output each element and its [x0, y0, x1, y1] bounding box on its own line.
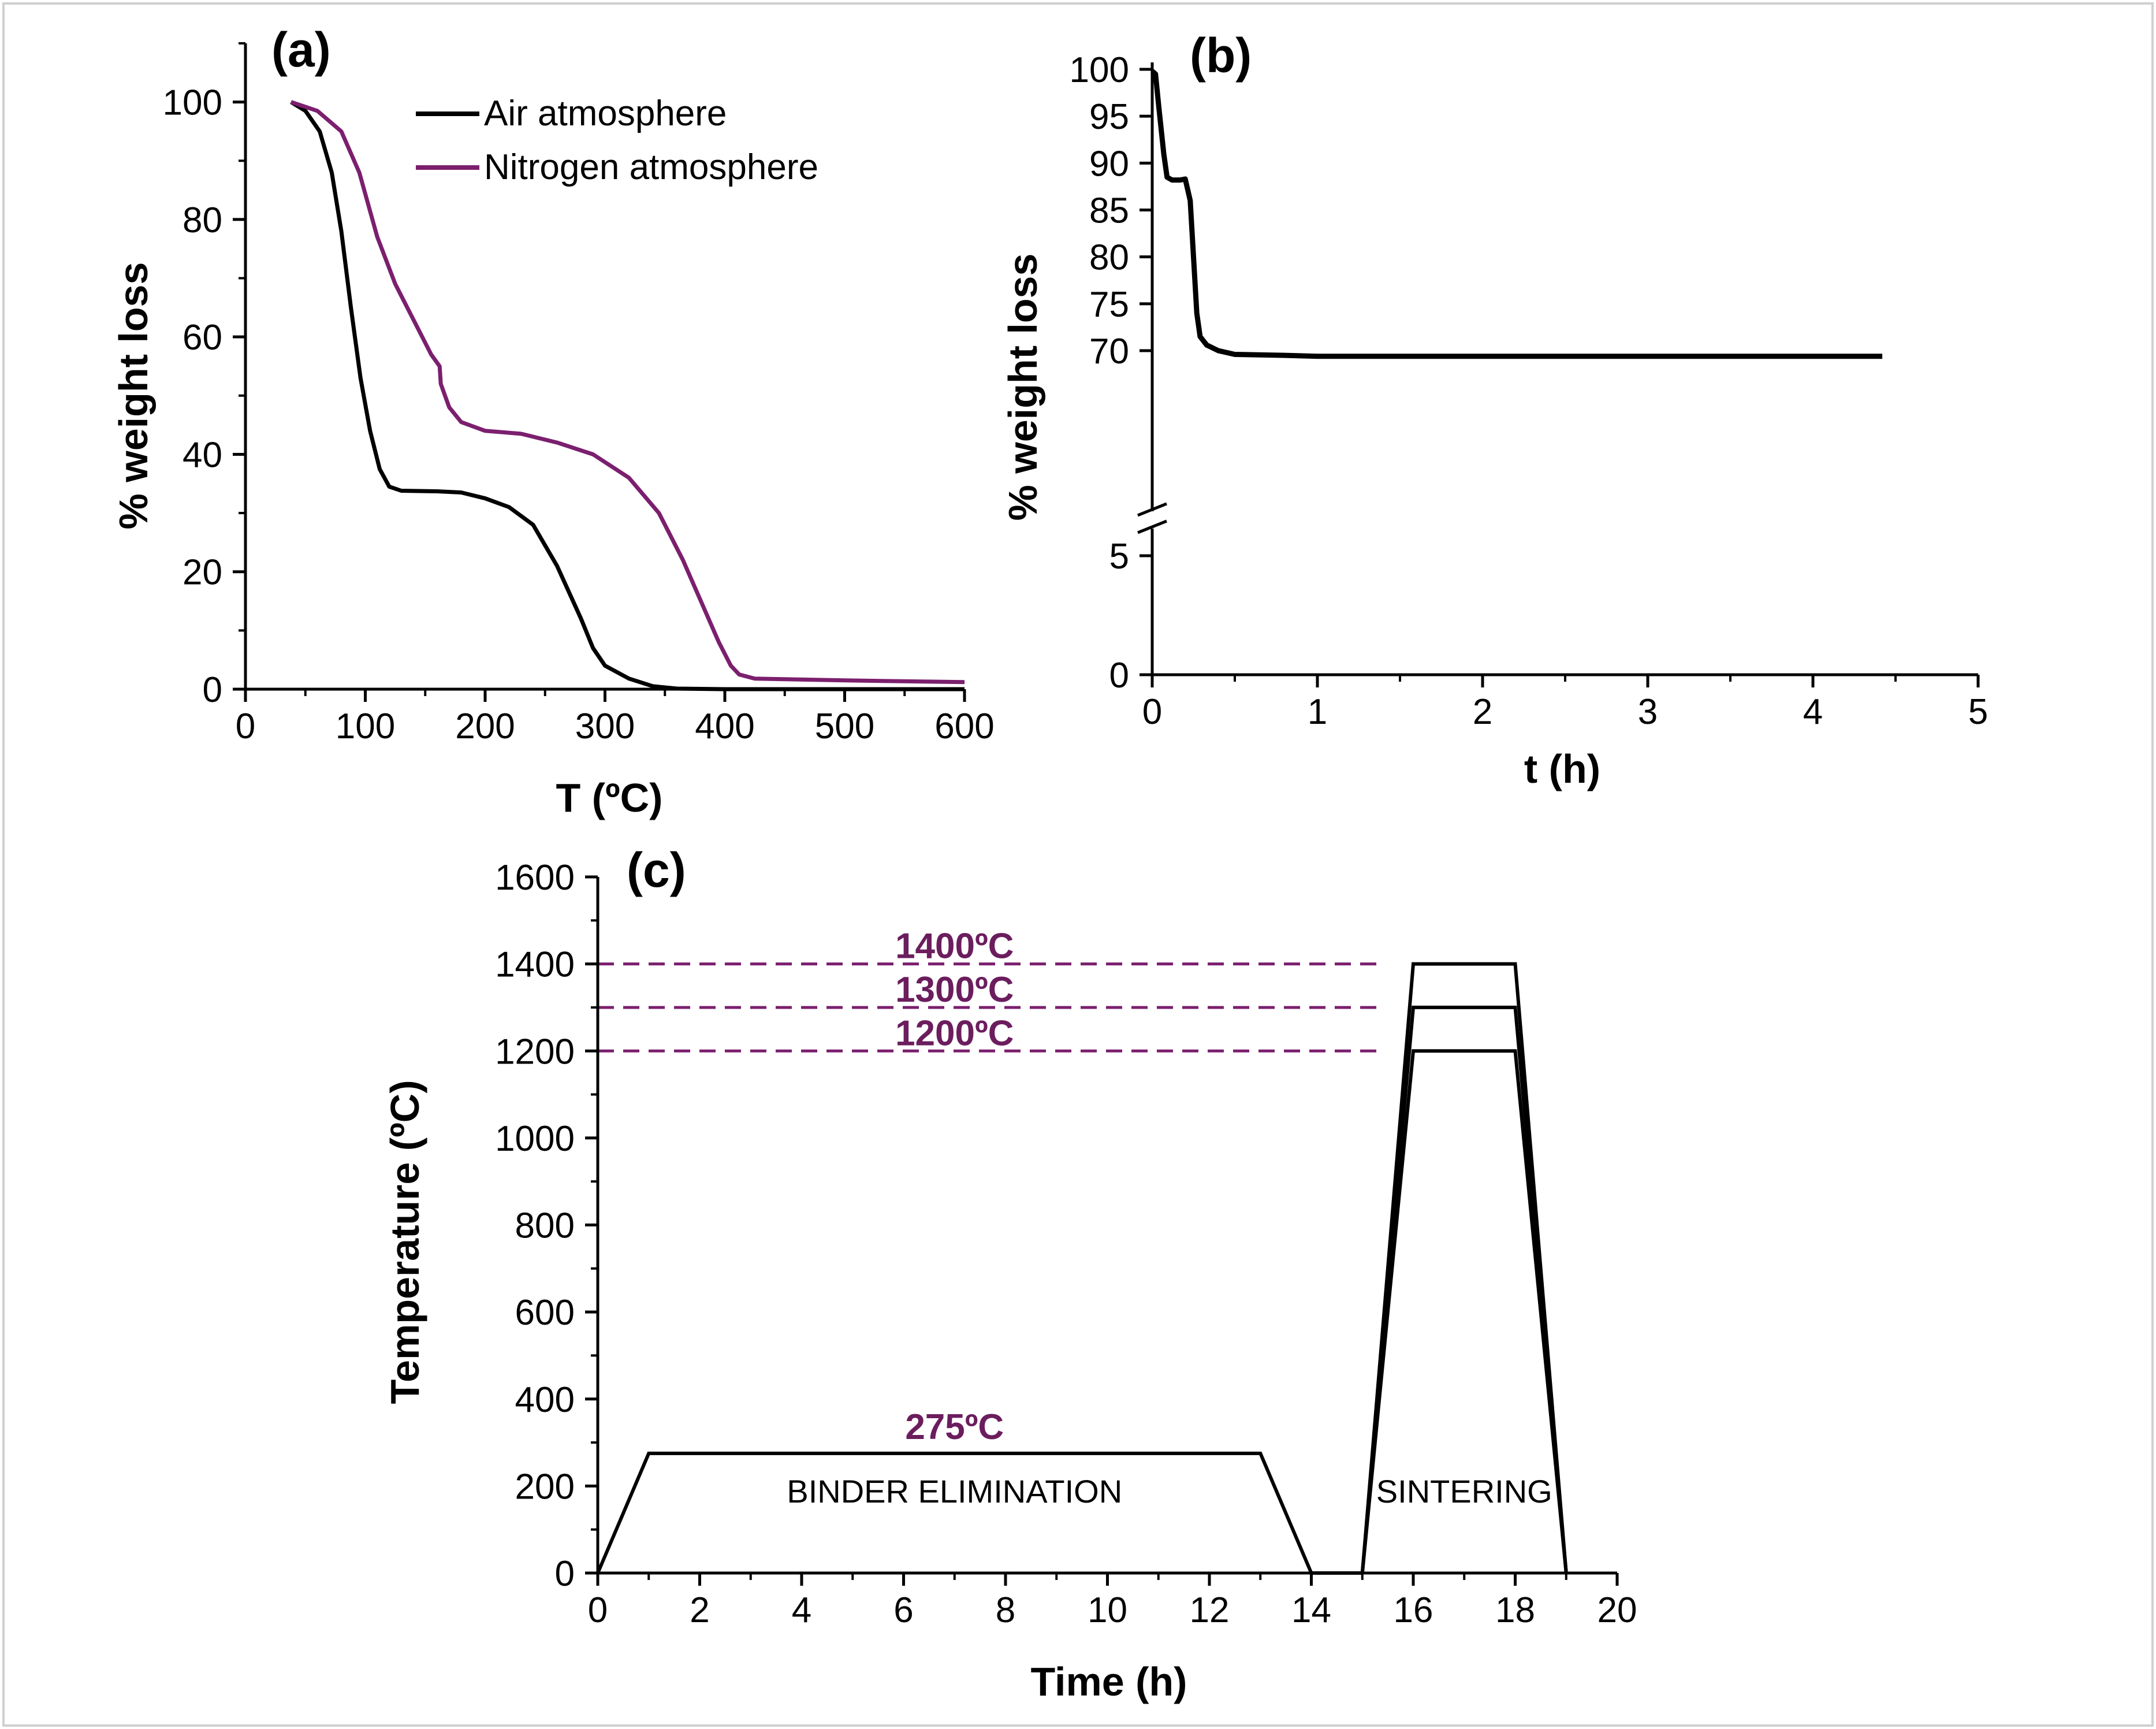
- panel-a-y-tick-label: 100: [163, 83, 222, 123]
- series-air-line: [290, 100, 965, 691]
- panel-b-y-tick-label: 100: [1070, 50, 1129, 90]
- panel-a-y-tick-label: 20: [183, 553, 222, 593]
- panel-a-x-tick-label: 300: [575, 707, 635, 746]
- panel-b-axis-break-mark: [1137, 502, 1167, 517]
- annotation-275-c: 275ºC: [905, 1407, 1004, 1447]
- panel-c-y-tick-label: 1600: [495, 858, 575, 898]
- panel-a-x-tick-label: 0: [236, 707, 255, 746]
- panel-b-x-tick-label: 5: [1968, 692, 1988, 732]
- panel-b-label: (b): [1190, 28, 1252, 83]
- panel-c-x-tick-label: 8: [996, 1590, 1015, 1630]
- panel-c-x-tick-label: 6: [893, 1590, 913, 1630]
- panel-b-y-axis-title: % weight loss: [1000, 254, 1045, 521]
- panel-b-x-axis-title: t (h): [1524, 746, 1600, 791]
- panel-a-x-tick-label: 400: [695, 707, 754, 746]
- series-sintering-profile-1: [1360, 1049, 1568, 1574]
- panel-c-label: (c): [627, 843, 686, 897]
- legend-label-nitrogen: Nitrogen atmosphere: [484, 147, 818, 187]
- panel-b-y-tick-label: 90: [1089, 144, 1129, 184]
- panel-c-y-tick-label: 200: [515, 1467, 575, 1507]
- panel-b-y-tick-label: 75: [1089, 285, 1129, 325]
- panel-c-x-tick-label: 14: [1291, 1590, 1331, 1630]
- panel-a-y-tick-label: 40: [183, 435, 222, 475]
- panel-a-x-tick-label: 500: [815, 707, 874, 746]
- annotation-sintering: SINTERING: [1376, 1473, 1552, 1509]
- panel-a-y-tick-label: 60: [183, 318, 222, 358]
- panel-a-y-tick-label: 80: [183, 200, 222, 240]
- series-sintering-profile-2: [1360, 1005, 1568, 1574]
- panel-b: 0 1 2 3 4 5 70 75 80 85 90 95 100 0 5 (b) t (h) % weig…: [1000, 28, 1988, 791]
- panel-c-y-tick-label: 1000: [495, 1119, 575, 1159]
- panel-a-x-tick-label: 100: [336, 707, 395, 746]
- panel-c-x-tick-label: 0: [588, 1590, 608, 1630]
- panel-b-axes: [1137, 62, 1978, 676]
- panel-c-x-axis-title: Time (h): [1031, 1659, 1187, 1704]
- panel-b-y-tick-label: 0: [1109, 656, 1129, 696]
- panel-a-x-axis-title: T (ºC): [556, 775, 663, 820]
- series-weight-loss-line: [1150, 69, 1883, 359]
- panel-c-y-tick-label: 400: [515, 1380, 575, 1420]
- panel-c-y-tick-label: 0: [555, 1554, 575, 1594]
- panel-c-x-tick-label: 16: [1394, 1590, 1433, 1630]
- panel-b-x-tick-label: 0: [1142, 692, 1162, 732]
- panel-a-x-tick-label: 600: [934, 707, 994, 746]
- panel-b-y-tick-label: 5: [1109, 537, 1129, 577]
- panel-b-x-tick-label: 3: [1638, 692, 1658, 732]
- reference-label-1300: 1300ºC: [895, 970, 1014, 1010]
- panel-c-y-tick-label: 600: [515, 1293, 575, 1333]
- panel-a-legend: Air atmosphere Nitrogen atmosphere: [416, 94, 818, 187]
- panel-c-x-tick-label: 10: [1088, 1590, 1127, 1630]
- panel-c-y-tick-label: 1200: [495, 1032, 575, 1072]
- reference-label-1400: 1400ºC: [895, 927, 1014, 966]
- panel-c-x-tick-label: 18: [1495, 1590, 1535, 1630]
- panel-c-x-tick-label: 20: [1598, 1590, 1637, 1630]
- series-binder-profile: [596, 1451, 1362, 1575]
- panel-c-x-tick-label: 2: [690, 1590, 709, 1630]
- panel-b-x-tick-label: 4: [1803, 692, 1823, 732]
- panel-a-label: (a): [271, 23, 331, 77]
- panel-c-x-tick-label: 4: [792, 1590, 811, 1630]
- panel-c-y-tick-label: 1400: [495, 945, 575, 985]
- panel-a: 0 100 200 300 400 500 600 0 20 40 60 80 100 (a) T (º…: [111, 23, 995, 820]
- panel-b-x-tick-label: 1: [1308, 692, 1327, 732]
- reference-label-1200: 1200ºC: [895, 1013, 1014, 1053]
- panel-c-axes: [596, 877, 1617, 1575]
- series-nitrogen-line: [290, 100, 965, 685]
- panel-c-y-tick-label: 800: [515, 1206, 575, 1246]
- panel-b-y-tick-label: 80: [1089, 238, 1129, 278]
- panel-c-y-axis-title: Temperature (ºC): [382, 1080, 427, 1404]
- panel-a-axes: [244, 43, 965, 691]
- panel-a-x-tick-label: 200: [455, 707, 515, 746]
- panel-c-x-tick-label: 12: [1190, 1590, 1230, 1630]
- panel-a-y-axis-title: % weight loss: [111, 262, 156, 530]
- panel-a-y-tick-label: 0: [203, 670, 222, 710]
- panel-b-y-tick-label: 95: [1089, 97, 1129, 137]
- panel-b-axis-break-mark: [1137, 519, 1167, 534]
- annotation-binder-elimination: BINDER ELIMINATION: [787, 1473, 1122, 1509]
- panel-b-y-tick-label: 85: [1089, 191, 1129, 231]
- legend-label-air: Air atmosphere: [484, 94, 727, 133]
- panel-b-y-tick-label: 70: [1089, 332, 1129, 371]
- panel-b-x-tick-label: 2: [1473, 692, 1492, 732]
- series-sintering-profile-3: [1360, 962, 1568, 1574]
